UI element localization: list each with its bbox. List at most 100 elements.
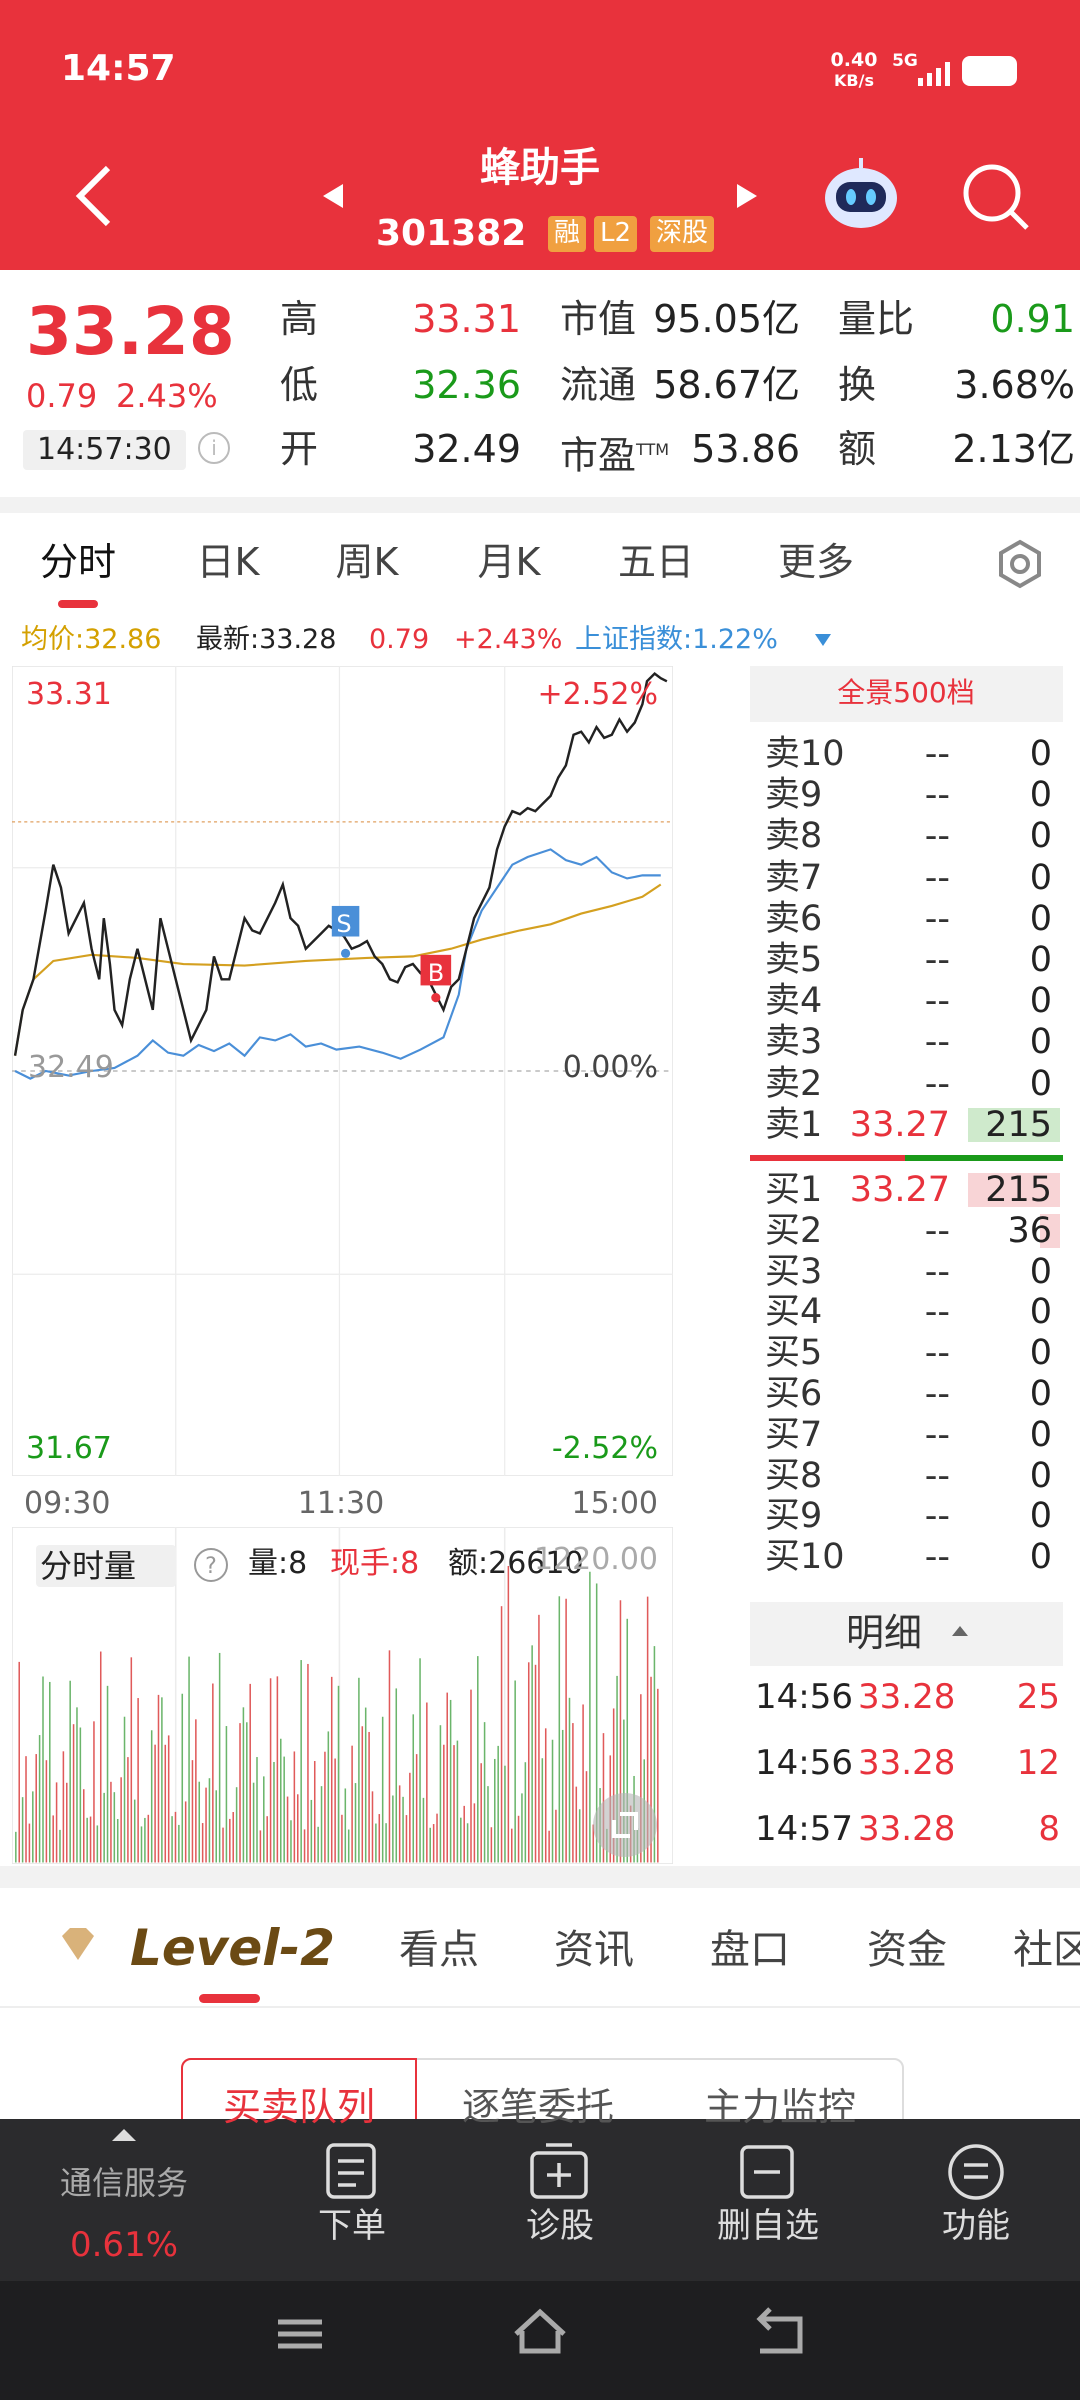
settings-icon[interactable] (990, 534, 1050, 594)
nav-item[interactable]: 诊股 (526, 2205, 594, 2246)
trades-title[interactable]: 明细 (845, 1611, 923, 1656)
bid-volume: 0 (1029, 1292, 1052, 1333)
prev-icon[interactable] (323, 184, 343, 208)
time-label: 09:30 (24, 1486, 111, 1521)
ask-volume: 0 (1029, 898, 1052, 939)
chart-high: 33.31 (26, 677, 112, 712)
volume-bar (266, 1816, 268, 1863)
bid-price: -- (924, 1251, 950, 1292)
content-tab[interactable]: 资金 (867, 1927, 947, 1973)
robot-icon[interactable] (825, 158, 897, 228)
content-tab[interactable]: 资讯 (554, 1927, 634, 1973)
volume-bar (527, 1662, 530, 1863)
ask-label: 卖8 (765, 816, 823, 857)
bid-volume: 0 (1029, 1251, 1052, 1292)
content-tab[interactable]: 看点 (399, 1927, 479, 1973)
content-tab[interactable]: 社区 (1013, 1927, 1080, 1973)
sector-name[interactable]: 通信服务 (59, 2163, 189, 2202)
trade-volume: 25 (1016, 1676, 1060, 1717)
ask-price: -- (924, 734, 950, 774)
volume-bar (79, 1727, 82, 1863)
bid-label: 买7 (765, 1414, 823, 1455)
level2-brand[interactable]: Level-2 (130, 1919, 335, 1977)
bid-price: -- (924, 1333, 950, 1374)
volume-bar (507, 1565, 510, 1863)
chart-tab[interactable]: 日K (196, 540, 260, 585)
last-price: 33.28 (26, 293, 235, 371)
expand-icon[interactable] (590, 1790, 660, 1860)
volume-bar (218, 1652, 221, 1863)
back-icon[interactable] (75, 165, 111, 227)
volume-bar (510, 1828, 513, 1863)
volume-bar (307, 1663, 309, 1863)
volume-bar (623, 1719, 625, 1863)
book-title[interactable]: 全景500档 (837, 676, 975, 710)
search-icon[interactable] (963, 164, 1029, 230)
nav-item[interactable]: 删自选 (717, 2205, 819, 2246)
volume-bar (178, 1824, 180, 1863)
volume-bar (263, 1776, 265, 1863)
ask-label: 卖1 (765, 1104, 823, 1145)
volume-title[interactable]: 分时量 (36, 1544, 177, 1588)
chart-tab[interactable]: 周K (335, 540, 399, 585)
volume-bar (398, 1785, 401, 1863)
chart-tab[interactable]: 月K (477, 540, 541, 585)
content-tab[interactable]: 盘口 (710, 1927, 790, 1973)
volume-bar (327, 1731, 330, 1863)
volume-bar (42, 1676, 44, 1863)
nav-item[interactable]: 下单 (318, 2205, 386, 2246)
volume-bar (35, 1754, 37, 1863)
volume-bar (225, 1726, 228, 1863)
ask-volume: 0 (1029, 857, 1052, 898)
chart-tab[interactable]: 五日 (617, 540, 695, 585)
volume-bar (232, 1812, 234, 1863)
index-change[interactable]: 上证指数:1.22% (575, 623, 778, 655)
sub-tab[interactable]: 买卖队列 (222, 2085, 376, 2130)
bid-volume: 0 (1029, 1455, 1052, 1496)
volume-bar (181, 1693, 184, 1863)
chart-tab[interactable]: 分时 (39, 540, 117, 585)
ask-price: -- (924, 898, 950, 939)
volume-bar (405, 1815, 408, 1863)
volume-bar (538, 1614, 540, 1863)
next-icon[interactable] (737, 184, 757, 208)
volume-bar (334, 1758, 336, 1863)
trade-time: 14:56 (755, 1676, 853, 1717)
volume-bar (25, 1756, 27, 1863)
volume-bar (619, 1600, 622, 1863)
volume-bar (381, 1716, 384, 1863)
stat-value: 32.49 (412, 427, 521, 472)
volume-bar (657, 1688, 659, 1863)
stat-label: 流通 (560, 363, 637, 408)
stat-label: 高 (280, 297, 319, 342)
ask-label: 卖6 (765, 898, 823, 939)
triangles (815, 634, 831, 646)
volume-bar (483, 1722, 486, 1863)
sub-tab[interactable]: 逐笔委托 (461, 2085, 615, 2130)
sort-icon[interactable] (948, 1622, 972, 1642)
volume-bar (653, 1646, 656, 1863)
stat-value: 53.86 (691, 427, 800, 472)
volume-bar (490, 1827, 493, 1863)
help-icon[interactable]: ? (192, 1546, 230, 1584)
trade-price: 33.28 (858, 1676, 956, 1717)
volume-bar (188, 1656, 190, 1863)
chart-tab[interactable]: 更多 (777, 540, 855, 585)
volume-bar (466, 1823, 469, 1863)
volume-bar (249, 1683, 251, 1863)
volume-bar (412, 1714, 415, 1863)
volume-bar (460, 1817, 462, 1863)
net-speed: 0.40 (830, 48, 878, 71)
bid-label: 买2 (765, 1210, 823, 1251)
volume-bar (161, 1697, 163, 1863)
info-icon[interactable]: i (196, 430, 232, 466)
sub-tab[interactable]: 主力监控 (703, 2085, 857, 2130)
volume-bar (968, 1108, 1060, 1142)
divider (0, 497, 1080, 513)
bid-label: 买4 (765, 1292, 823, 1333)
nav-item[interactable]: 功能 (942, 2205, 1010, 2246)
ask-price: -- (924, 981, 950, 1022)
trade-volume: 12 (1016, 1742, 1060, 1783)
ask-volume: 0 (1029, 1063, 1052, 1104)
volume-bar (347, 1829, 350, 1863)
